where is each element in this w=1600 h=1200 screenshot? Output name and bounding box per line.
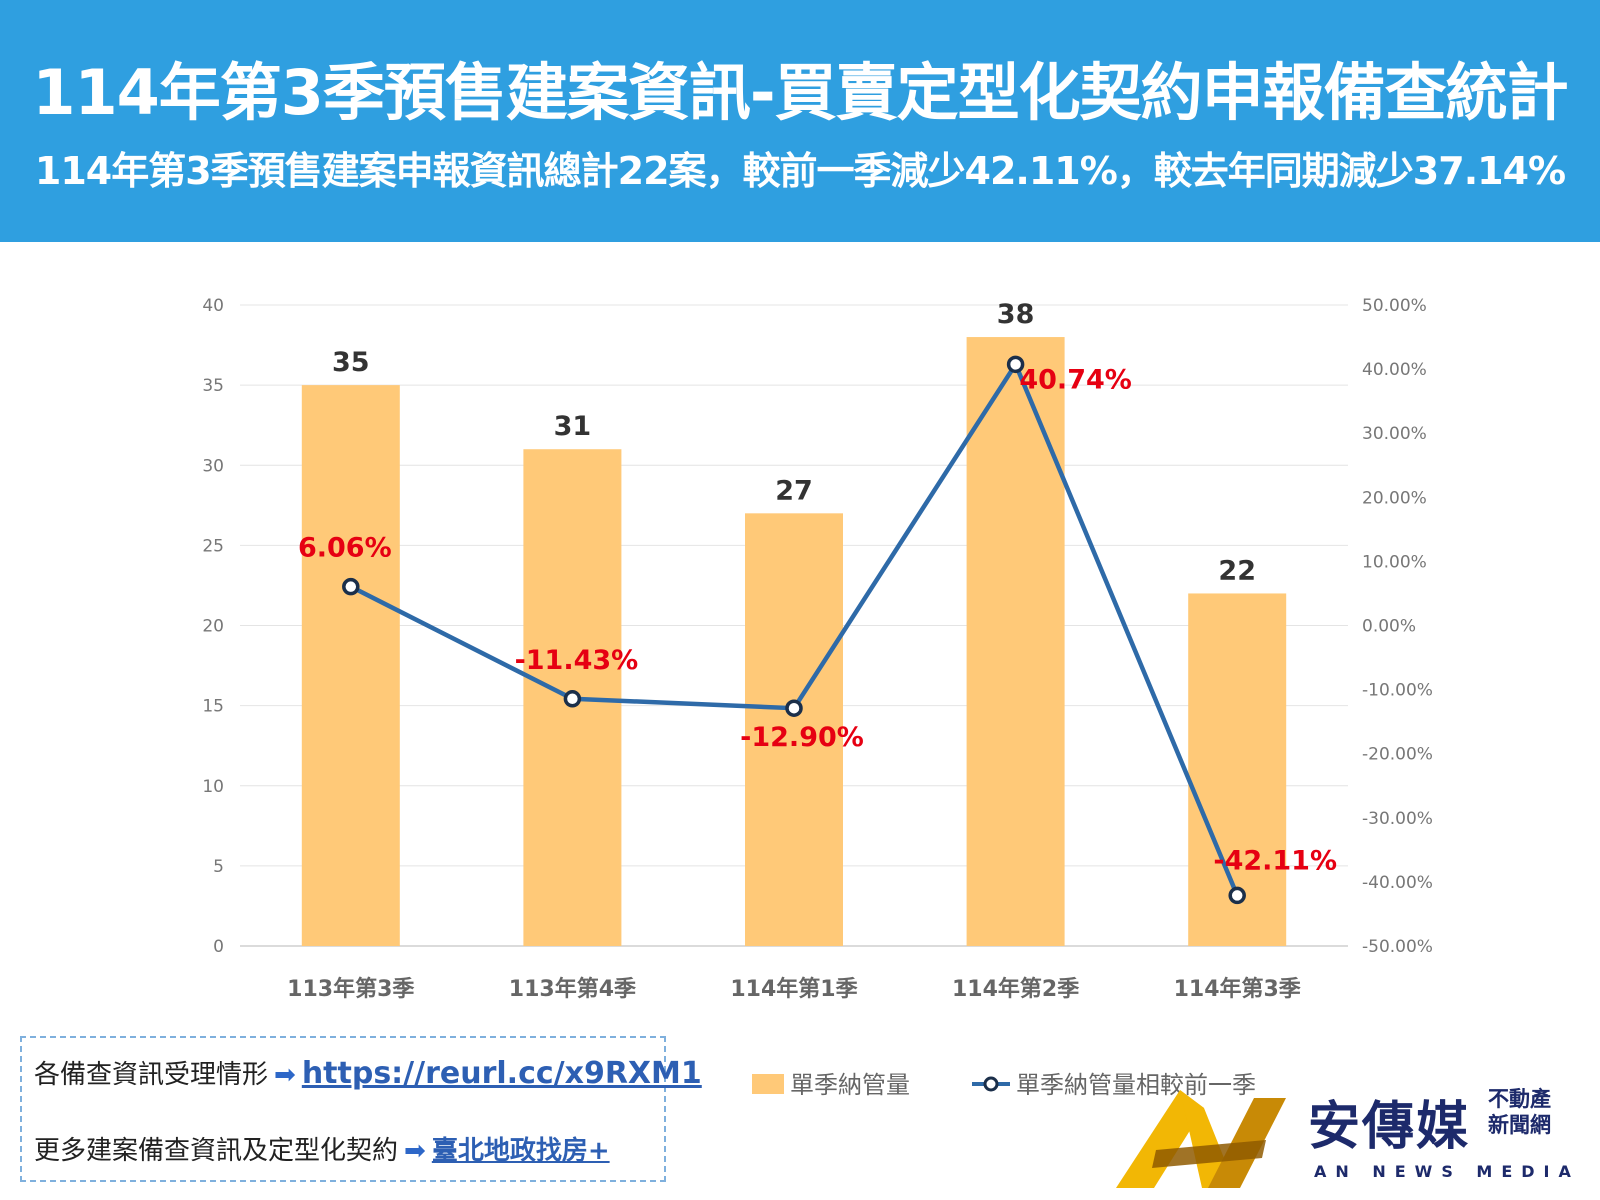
bar-value-label: 22 — [1218, 555, 1256, 586]
x-tick-label: 114年第1季 — [730, 976, 857, 1002]
y-tick-left: 40 — [202, 296, 224, 316]
legend-line-marker — [983, 1076, 999, 1092]
bar-value-label: 35 — [332, 347, 370, 378]
info-box: 各備查資訊受理情形 ➡ https://reurl.cc/x9RXM1 更多建案備查… — [20, 1036, 702, 1182]
bar — [301, 385, 400, 946]
y-tick-right: 50.00% — [1362, 296, 1427, 316]
y-tick-right: 10.00% — [1362, 552, 1427, 572]
arrow-right-icon: ➡ — [404, 1136, 426, 1166]
arrow-right-icon: ➡ — [274, 1060, 296, 1090]
x-tick-label: 114年第3季 — [1174, 976, 1301, 1002]
y-tick-right: -30.00% — [1362, 809, 1433, 829]
y-tick-left: 20 — [202, 617, 224, 637]
y-tick-right: -20.00% — [1362, 745, 1433, 765]
y-tick-left: 30 — [202, 456, 224, 476]
y-tick-right: -40.00% — [1362, 873, 1433, 893]
brand-logo: 安傳媒 不動產 新聞網 AN NEWS MEDIA — [1116, 1080, 1586, 1190]
brand-mark-icon — [1116, 1090, 1286, 1188]
y-tick-left: 0 — [213, 937, 224, 957]
line-point — [1228, 886, 1246, 905]
legend-bar-swatch — [752, 1074, 784, 1094]
info-row-more: 更多建案備查資訊及定型化契約 ➡ 臺北地政找房+ — [34, 1130, 610, 1167]
y-tick-left: 15 — [202, 697, 224, 717]
y-tick-left: 5 — [213, 857, 224, 877]
y-tick-left: 35 — [202, 376, 224, 396]
page-title: 114年第3季預售建案資訊-買賣定型化契約申報備查統計 — [32, 56, 1568, 129]
y-tick-right: 40.00% — [1362, 360, 1427, 380]
x-tick-label: 113年第3季 — [287, 976, 414, 1002]
brand-name-en: AN NEWS MEDIA — [1314, 1162, 1580, 1181]
legend-line-label: 單季納管量相較前一季 — [1016, 1071, 1256, 1099]
legend-bar-label: 單季納管量 — [790, 1071, 910, 1099]
x-tick-label: 113年第4季 — [509, 976, 636, 1002]
line-value-label: -12.90% — [740, 722, 864, 753]
line-value-label: -11.43% — [515, 645, 639, 676]
header-banner: 114年第3季預售建案資訊-買賣定型化契約申報備查統計 114年第3季預售建案申… — [0, 0, 1600, 242]
x-tick-label: 114年第2季 — [952, 976, 1079, 1002]
info-row-status: 各備查資訊受理情形 ➡ https://reurl.cc/x9RXM1 — [34, 1054, 702, 1091]
bar — [966, 337, 1065, 946]
y-tick-right: -50.00% — [1362, 937, 1433, 957]
y-tick-left: 25 — [202, 536, 224, 556]
y-tick-left: 10 — [202, 777, 224, 797]
bar-value-label: 27 — [775, 475, 813, 506]
y-tick-right: -10.00% — [1362, 681, 1433, 701]
info-label-status: 各備查資訊受理情形 — [34, 1060, 269, 1090]
more-link[interactable]: 臺北地政找房+ — [431, 1136, 610, 1166]
line-value-label: -42.11% — [1213, 845, 1337, 876]
y-tick-right: 0.00% — [1362, 617, 1416, 637]
line-point — [1006, 355, 1025, 374]
brand-name-cn: 安傳媒 — [1308, 1097, 1471, 1157]
y-tick-right: 20.00% — [1362, 488, 1427, 508]
brand-tagline: 不動產 新聞網 — [1488, 1087, 1551, 1137]
line-value-label: 40.74% — [1019, 364, 1131, 395]
bar-value-label: 31 — [554, 411, 592, 442]
line-point — [342, 577, 360, 596]
line-point — [785, 699, 803, 717]
status-link[interactable]: https://reurl.cc/x9RXM1 — [301, 1056, 702, 1091]
page-subtitle: 114年第3季預售建案申報資訊總計22案，較前一季減少42.11%，較去年同期減… — [34, 149, 1566, 193]
y-tick-right: 30.00% — [1362, 424, 1427, 444]
bar — [745, 513, 843, 946]
line-point — [563, 690, 582, 708]
info-label-more: 更多建案備查資訊及定型化契約 — [34, 1136, 399, 1166]
bar-value-label: 38 — [997, 299, 1035, 330]
line-value-label: 6.06% — [298, 533, 392, 564]
